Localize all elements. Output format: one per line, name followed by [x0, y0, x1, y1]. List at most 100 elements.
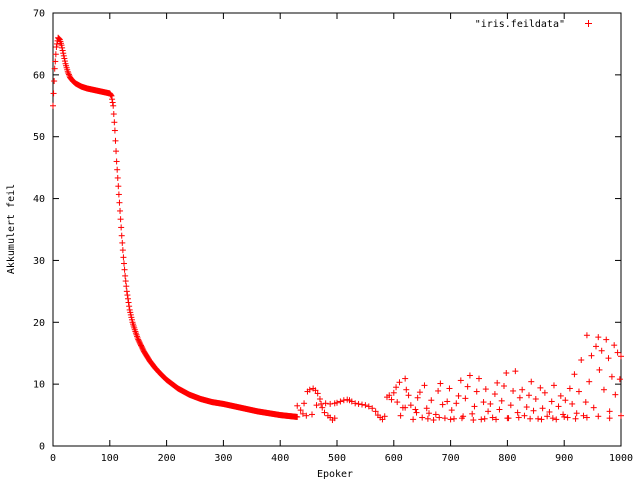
- data-point: [432, 411, 439, 418]
- data-point: [55, 35, 62, 42]
- data-point: [119, 239, 126, 246]
- y-tick-label: 40: [33, 194, 45, 205]
- x-axis-title: Epoker: [317, 469, 353, 480]
- data-point: [110, 111, 117, 118]
- data-point: [397, 412, 404, 419]
- data-point: [322, 400, 329, 407]
- x-tick-label: 200: [158, 453, 176, 464]
- y-axis-title: Akkumulert feil: [6, 184, 17, 274]
- x-tick-label: 400: [271, 453, 289, 464]
- data-point: [470, 417, 477, 424]
- x-tick-label: 900: [555, 453, 573, 464]
- data-point: [352, 400, 359, 407]
- data-point: [316, 395, 323, 402]
- data-point: [61, 58, 68, 65]
- data-point: [447, 416, 454, 423]
- data-point: [600, 386, 607, 393]
- data-point: [582, 399, 589, 406]
- data-point: [549, 415, 556, 422]
- data-point: [108, 92, 115, 99]
- x-tick-label: 100: [101, 453, 119, 464]
- data-point: [423, 405, 430, 412]
- data-point: [416, 389, 423, 396]
- data-point: [348, 398, 355, 405]
- data-point: [606, 415, 613, 422]
- x-tick-label: 700: [442, 453, 460, 464]
- data-point: [538, 416, 545, 423]
- data-point: [439, 401, 446, 408]
- data-point: [331, 415, 338, 422]
- data-point: [306, 386, 313, 393]
- data-point: [588, 352, 595, 359]
- x-tick-label: 500: [328, 453, 346, 464]
- data-point: [580, 412, 587, 419]
- data-point: [458, 415, 465, 422]
- data-point: [59, 47, 66, 54]
- data-point: [124, 295, 131, 302]
- data-point: [407, 402, 414, 409]
- data-point: [546, 408, 553, 415]
- data-point: [314, 390, 321, 397]
- data-point: [435, 387, 442, 394]
- data-point: [365, 403, 372, 410]
- data-point: [405, 392, 412, 399]
- data-point: [58, 42, 65, 49]
- data-point: [403, 386, 410, 393]
- data-point: [453, 400, 460, 407]
- data-point: [481, 415, 488, 422]
- data-point: [476, 375, 482, 382]
- data-point: [402, 404, 409, 411]
- data-point: [118, 224, 125, 231]
- data-point: [553, 416, 560, 423]
- data-point: [595, 413, 602, 420]
- data-point: [319, 404, 326, 411]
- x-tick-label: 600: [385, 453, 403, 464]
- data-point: [586, 378, 593, 385]
- data-point: [53, 44, 60, 51]
- data-point: [596, 366, 603, 373]
- data-point: [487, 400, 494, 407]
- data-point: [51, 65, 58, 72]
- data-point: [309, 411, 316, 418]
- data-point: [503, 370, 510, 377]
- data-point: [124, 292, 131, 299]
- data-point: [61, 55, 68, 62]
- data-point: [120, 254, 127, 261]
- data-point: [544, 413, 551, 420]
- data-point: [107, 92, 114, 99]
- legend: "iris.feildata": [475, 19, 592, 30]
- data-point: [525, 392, 532, 399]
- data-point: [466, 372, 473, 379]
- data-point: [52, 58, 59, 65]
- data-point: [527, 415, 534, 422]
- data-point: [539, 405, 546, 412]
- y-ticks: 0 10 20 30 40 50 60 70: [33, 9, 621, 453]
- data-point: [605, 355, 612, 362]
- data-point: [457, 377, 464, 384]
- data-point: [455, 392, 462, 399]
- data-point: [446, 385, 453, 392]
- data-point: [419, 414, 426, 421]
- data-point: [125, 299, 132, 306]
- data-point: [485, 408, 492, 415]
- data-point: [396, 379, 403, 386]
- data-point: [564, 414, 571, 421]
- data-point: [64, 68, 71, 75]
- data-point: [555, 403, 562, 410]
- data-point: [294, 402, 301, 409]
- data-point: [122, 278, 129, 285]
- data-point: [548, 398, 555, 405]
- data-point: [562, 397, 569, 404]
- data-point: [413, 409, 420, 416]
- data-point: [355, 400, 362, 407]
- data-point: [414, 394, 421, 401]
- data-point: [572, 415, 579, 422]
- data-point: [421, 382, 428, 389]
- data-point: [113, 158, 120, 165]
- data-point: [437, 380, 444, 387]
- data-point: [123, 288, 130, 295]
- data-point: [113, 148, 120, 155]
- data-point: [358, 401, 365, 408]
- x-tick-label: 0: [50, 453, 56, 464]
- x-tick-label: 300: [214, 453, 232, 464]
